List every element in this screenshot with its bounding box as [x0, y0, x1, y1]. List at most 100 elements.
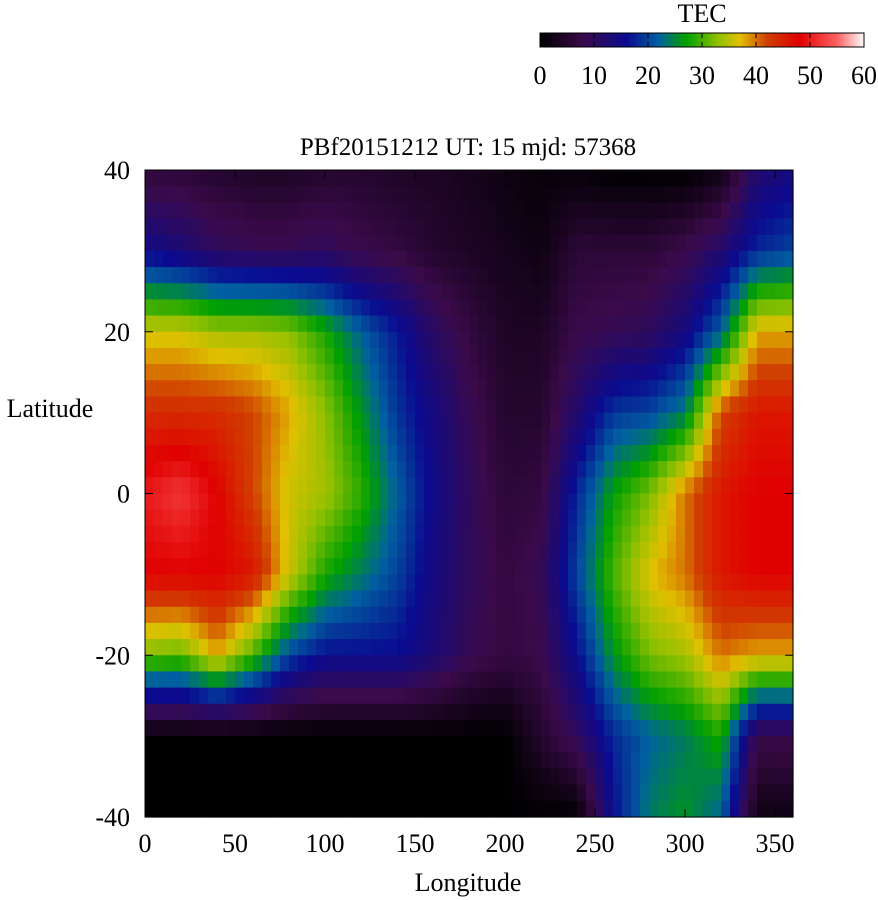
- heatmap-cell: [271, 283, 281, 300]
- heatmap-cell: [532, 784, 542, 802]
- heatmap-cell: [154, 444, 164, 462]
- heatmap-cell: [604, 428, 614, 446]
- heatmap-cell: [406, 202, 416, 220]
- heatmap-cell: [451, 542, 461, 559]
- heatmap-cell: [343, 202, 353, 220]
- heatmap-cell: [622, 299, 632, 317]
- heatmap-cell: [676, 202, 686, 220]
- heatmap-cell: [694, 186, 704, 203]
- heatmap-cell: [217, 590, 227, 608]
- heatmap-cell: [658, 428, 668, 446]
- heatmap-cell: [208, 687, 218, 705]
- heatmap-cell: [352, 784, 362, 802]
- heatmap-cell: [640, 315, 650, 333]
- heatmap-cell: [766, 590, 776, 608]
- heatmap-cell: [280, 202, 290, 220]
- heatmap-cell: [703, 542, 713, 559]
- heatmap-cell: [298, 202, 308, 220]
- heatmap-cell: [181, 671, 191, 689]
- heatmap-cell: [370, 234, 380, 252]
- heatmap-cell: [604, 590, 614, 608]
- heatmap-cell: [217, 752, 227, 770]
- heatmap-cell: [469, 283, 479, 300]
- heatmap-cell: [532, 283, 542, 300]
- heatmap-cell: [226, 525, 236, 543]
- heatmap-cell: [559, 461, 569, 478]
- heatmap-cell: [739, 202, 749, 220]
- heatmap-cell: [361, 784, 371, 802]
- heatmap-cell: [163, 218, 173, 236]
- heatmap-cell: [244, 250, 254, 268]
- heatmap-cell: [145, 590, 155, 608]
- heatmap-cell: [424, 428, 434, 446]
- heatmap-cell: [523, 655, 533, 673]
- heatmap-cell: [226, 331, 236, 349]
- heatmap-cell: [595, 687, 605, 705]
- heatmap-cell: [784, 655, 794, 673]
- heatmap-cell: [289, 347, 299, 365]
- heatmap-cell: [343, 186, 353, 203]
- heatmap-cell: [586, 331, 596, 349]
- heatmap-cell: [595, 186, 605, 203]
- heatmap-cell: [604, 655, 614, 673]
- heatmap-cell: [514, 364, 524, 381]
- heatmap-cell: [460, 283, 470, 300]
- heatmap-cell: [523, 170, 533, 187]
- heatmap-cell: [757, 622, 767, 640]
- heatmap-cell: [595, 622, 605, 640]
- heatmap-cell: [685, 218, 695, 236]
- heatmap-cell: [649, 736, 659, 753]
- heatmap-cell: [145, 461, 155, 478]
- heatmap-cell: [190, 331, 200, 349]
- heatmap-cell: [361, 493, 371, 511]
- heatmap-cell: [334, 800, 344, 818]
- heatmap-cell: [154, 703, 164, 721]
- heatmap-cell: [334, 267, 344, 284]
- heatmap-cell: [199, 736, 209, 753]
- heatmap-cell: [226, 364, 236, 381]
- heatmap-cell: [199, 800, 209, 818]
- heatmap-cell: [712, 768, 722, 786]
- heatmap-cell: [334, 250, 344, 268]
- heatmap-cell: [280, 752, 290, 770]
- heatmap-cell: [172, 542, 182, 559]
- heatmap-cell: [604, 671, 614, 689]
- heatmap-cell: [316, 364, 326, 381]
- heatmap-cell: [622, 283, 632, 300]
- heatmap-cell: [280, 606, 290, 624]
- heatmap-cell: [307, 364, 317, 381]
- heatmap-cell: [784, 461, 794, 478]
- heatmap-cell: [667, 331, 677, 349]
- heatmap-cell: [433, 800, 443, 818]
- heatmap-cell: [541, 768, 551, 786]
- heatmap-cell: [154, 671, 164, 689]
- heatmap-cell: [739, 428, 749, 446]
- heatmap-cell: [280, 671, 290, 689]
- heatmap-cell: [271, 315, 281, 333]
- heatmap-cell: [505, 525, 515, 543]
- heatmap-cell: [352, 622, 362, 640]
- heatmap-cell: [424, 719, 434, 737]
- heatmap-cell: [469, 202, 479, 220]
- heatmap-cell: [721, 509, 731, 527]
- heatmap-cell: [370, 364, 380, 381]
- heatmap-cell: [406, 396, 416, 414]
- heatmap-cell: [406, 542, 416, 559]
- heatmap-cell: [388, 170, 398, 187]
- heatmap-cell: [154, 283, 164, 300]
- heatmap-cell: [775, 752, 785, 770]
- heatmap-cell: [775, 186, 785, 203]
- heatmap-cell: [280, 267, 290, 284]
- heatmap-cell: [352, 428, 362, 446]
- heatmap-cell: [487, 752, 497, 770]
- heatmap-cell: [397, 542, 407, 559]
- heatmap-cell: [415, 542, 425, 559]
- heatmap-cell: [703, 331, 713, 349]
- heatmap-cell: [514, 800, 524, 818]
- heatmap-cell: [568, 461, 578, 478]
- heatmap-cell: [541, 703, 551, 721]
- heatmap-cell: [289, 671, 299, 689]
- heatmap-cell: [208, 525, 218, 543]
- heatmap-cell: [361, 768, 371, 786]
- heatmap-cell: [370, 477, 380, 495]
